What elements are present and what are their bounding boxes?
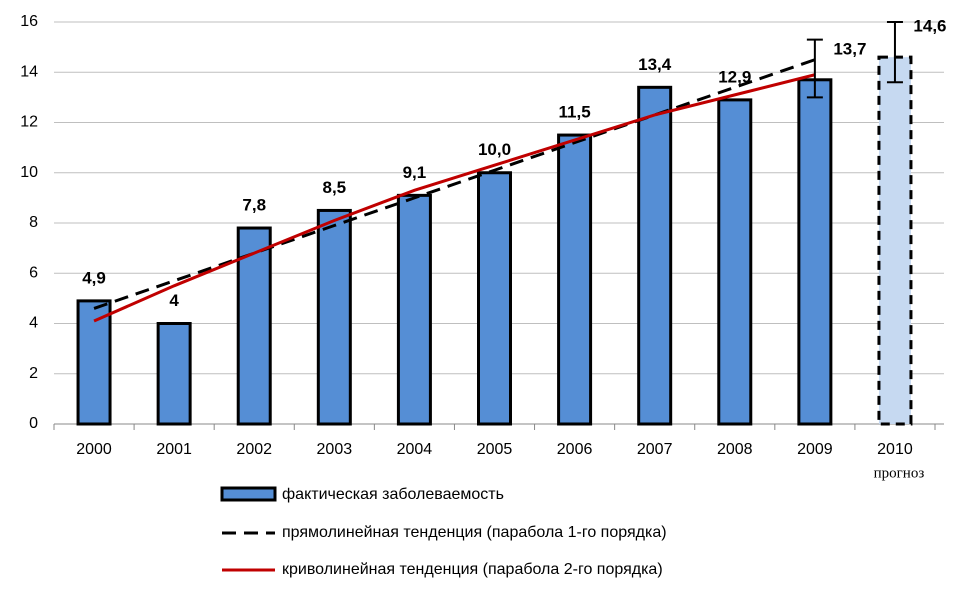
annotation: прогноз — [874, 465, 925, 481]
y-tick-label: 16 — [20, 13, 38, 30]
x-tick-label: 2005 — [477, 441, 513, 458]
y-tick-label: 2 — [29, 365, 38, 382]
x-tick-label: 2009 — [797, 441, 833, 458]
x-tick-label: 2004 — [397, 441, 433, 458]
x-tick-label: 2000 — [76, 441, 112, 458]
legend-swatch — [220, 486, 277, 502]
trend-line — [93, 73, 816, 323]
legend-label: фактическая заболеваемость — [282, 486, 504, 503]
y-tick-label: 10 — [20, 164, 38, 181]
bar — [396, 193, 432, 426]
x-tick-label: 2003 — [317, 441, 353, 458]
bar — [797, 78, 833, 426]
value-label: 4 — [169, 291, 179, 310]
x-tick-label: 2002 — [236, 441, 272, 458]
bar — [477, 171, 512, 426]
value-label: 7,8 — [242, 196, 266, 215]
bar — [877, 55, 913, 426]
y-tick-label: 8 — [29, 214, 38, 231]
legend-label: криволинейная тенденция (парабола 2-го п… — [282, 561, 663, 578]
x-tick-label: 2007 — [637, 441, 673, 458]
y-tick-label: 14 — [20, 63, 38, 80]
error-bar — [806, 38, 823, 99]
bar — [156, 322, 192, 426]
value-label: 13,7 — [833, 39, 866, 58]
bar — [637, 85, 673, 426]
value-label: 13,4 — [638, 55, 672, 74]
value-label: 4,9 — [82, 268, 106, 287]
y-tick-label: 6 — [29, 264, 38, 281]
x-tick-label: 2006 — [557, 441, 593, 458]
x-tick-label: 2010 — [877, 441, 913, 458]
error-bar — [886, 21, 903, 84]
value-label: 14,6 — [913, 17, 946, 36]
value-label: 9,1 — [403, 163, 427, 182]
bar — [76, 299, 112, 426]
bar — [557, 133, 593, 426]
x-tick-label: 2008 — [717, 441, 753, 458]
value-label: 8,5 — [322, 178, 346, 197]
value-label: 12,9 — [718, 67, 751, 86]
value-label: 11,5 — [559, 103, 591, 122]
x-tick-label: 2001 — [156, 441, 192, 458]
y-tick-label: 4 — [29, 315, 38, 332]
y-tick-label: 0 — [29, 415, 38, 432]
trend-line — [93, 58, 816, 310]
y-tick-label: 12 — [20, 114, 38, 131]
bar — [236, 226, 272, 426]
value-label: 10,0 — [478, 140, 511, 159]
bar — [717, 98, 753, 426]
bar — [316, 208, 352, 426]
legend-label: прямолинейная тенденция (парабола 1-го п… — [282, 524, 667, 541]
